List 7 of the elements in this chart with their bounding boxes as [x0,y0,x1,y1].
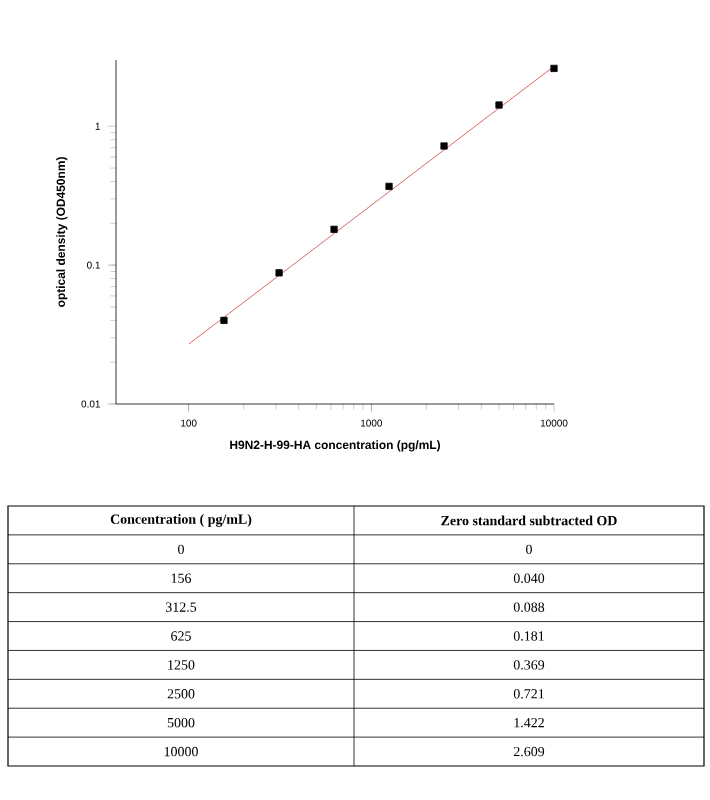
point [495,101,503,109]
point [550,64,558,72]
point [440,142,448,150]
point [330,225,338,233]
point [385,182,393,190]
point [275,269,283,277]
point [220,316,228,324]
